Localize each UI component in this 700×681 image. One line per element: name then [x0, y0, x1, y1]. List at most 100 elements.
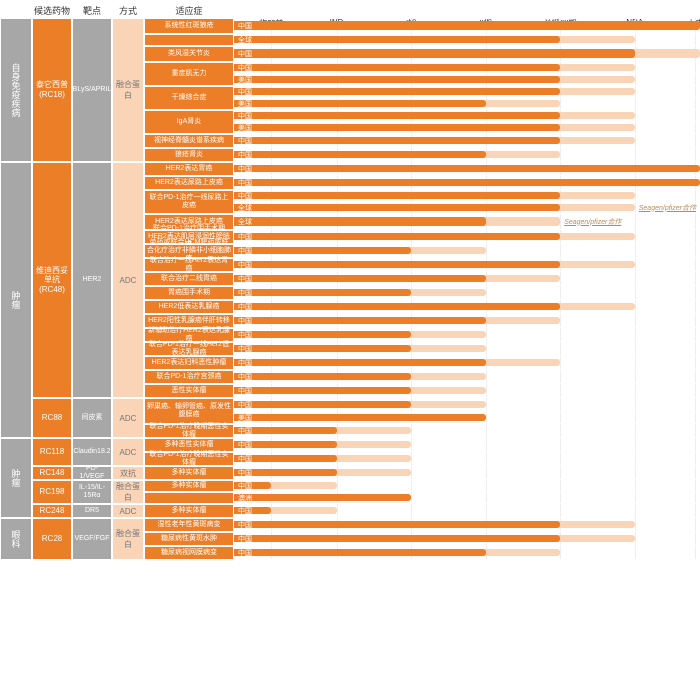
region-label: 全球 [238, 35, 252, 45]
region-label: 中国 [238, 344, 252, 354]
region-label: 中国 [238, 372, 252, 382]
indication-cell: 新辅助治疗HER2表达乳腺癌 [144, 328, 234, 342]
progress-fg [234, 192, 560, 199]
progress-fg [234, 137, 560, 145]
region-label: 中国 [238, 87, 252, 97]
bar-row: 中国 [234, 370, 700, 384]
partner-note: Seagen/pfizer合作 [564, 217, 621, 227]
indication-cell: 视神经脊髓炎谱系疾病 [144, 134, 234, 148]
indication-cell: HER2阳性乳腺癌伴肝转移 [144, 314, 234, 328]
region-label: 美国 [238, 75, 252, 85]
indication-cell: 联合PD-1治疗一线尿路上皮癌 [144, 190, 234, 214]
bar-row: 全球 Seagen/pfizer合作 [234, 202, 700, 214]
drug-cell: RC148 [32, 466, 72, 480]
category-cell: 自身免疫疾病 [0, 18, 32, 162]
region-label: 中国 [238, 111, 252, 121]
bar-row: 全球 Seagen/pfizer合作 [234, 214, 700, 230]
indication-cell: 重症肌无力 [144, 62, 234, 86]
indication-cell: 类风湿关节炎 [144, 46, 234, 62]
bar-row: 中国 [234, 300, 700, 314]
region-label: 中国 [238, 178, 252, 188]
bar-row: 中国 [234, 328, 700, 342]
indication-cell: 联合PD-1治疗晚期恶性实体瘤 [144, 424, 234, 438]
region-label: 中国 [238, 534, 252, 544]
target-cell: VEGF/FGF [72, 518, 112, 560]
indication-cell: 卵巢癌、输卵管癌、原发性腹膜癌 [144, 398, 234, 424]
region-label: 中国 [238, 440, 252, 450]
indication-cell: 联合治疗一线Her2表达胃癌 [144, 258, 234, 272]
region-label: 中国 [238, 454, 252, 464]
indication-cell: 狼疮肾炎 [144, 148, 234, 162]
region-label: 中国 [238, 426, 252, 436]
modality-cell: ADC [112, 162, 144, 398]
indication-cell: 糖尿病视网膜病变 [144, 546, 234, 560]
bar-row: 中国 [234, 62, 700, 74]
bar-row: 中国 [234, 244, 700, 258]
progress-fg [234, 359, 486, 367]
bar-row: 全球 [234, 34, 700, 46]
modality-cell: ADC [112, 438, 144, 466]
bar-row: 中国 [234, 314, 700, 328]
indication-cell: HER2表达尿路上皮癌 [144, 176, 234, 190]
region-label: 中国 [238, 150, 252, 160]
indication-cell: 联合PD-1治疗一线Her2低表达乳腺癌 [144, 342, 234, 356]
target-cell: 间皮素 [72, 398, 112, 438]
region-label: 中国 [238, 481, 252, 491]
pipeline-chart: 候选药物 靶点 方式 适应症 临床前INDI期II期关键/III期NDA上市 自… [0, 0, 700, 560]
progress-fg [234, 49, 635, 58]
progress-fg [234, 289, 411, 297]
progress-fg [234, 112, 560, 119]
region-label: 美国 [238, 123, 252, 133]
region-label: 中国 [238, 260, 252, 270]
progress-fg [234, 100, 486, 107]
region-label: 中国 [238, 302, 252, 312]
target-cell: PD-1/VEGF [72, 466, 112, 480]
bar-row: 中国 [234, 86, 700, 98]
progress-fg [234, 21, 700, 30]
region-label: 全球 [238, 217, 252, 227]
drug-cell: RC28 [32, 518, 72, 560]
bar-row: 中国 [234, 424, 700, 438]
bar-row: 中国 [234, 466, 700, 480]
bar-row: 美国 [234, 122, 700, 134]
progress-fg [234, 494, 411, 501]
indication-cell: IgA肾炎 [144, 110, 234, 134]
col-target: 靶点 [72, 2, 112, 18]
progress-fg [234, 64, 560, 71]
region-label: 全球 [238, 203, 252, 213]
bar-row: 中国 [234, 134, 700, 148]
region-label: 中国 [238, 506, 252, 516]
region-label: 中国 [238, 274, 252, 284]
progress-fg [234, 373, 411, 381]
progress-fg [234, 217, 486, 226]
region-label: 中国 [238, 164, 252, 174]
partner-note: Seagen/pfizer合作 [639, 203, 696, 213]
indication-cell [144, 492, 234, 504]
region-label: 中国 [238, 49, 252, 59]
bar-row: 中国 [234, 46, 700, 62]
category-cell: 肿瘤 [0, 438, 32, 518]
progress-fg [234, 303, 560, 311]
progress-fg [234, 261, 560, 269]
col-drug: 候选药物 [32, 2, 72, 18]
indication-cell: 多种实体瘤 [144, 466, 234, 480]
region-label: 中国 [238, 191, 252, 201]
indication-cell: HER2表达胃癌 [144, 162, 234, 176]
bar-row: 中国 [234, 546, 700, 560]
target-cell: BLyS/APRIL [72, 18, 112, 162]
indication-cell: 多种实体瘤 [144, 504, 234, 518]
bar-row: 中国 [234, 356, 700, 370]
modality-cell: 融合蛋白 [112, 518, 144, 560]
region-label: 中国 [238, 316, 252, 326]
indication-cell: 联合治疗二线胃癌 [144, 272, 234, 286]
progress-fg [234, 233, 560, 241]
indication-cell: 多种恶性实体瘤 [144, 438, 234, 452]
region-label: 美国 [238, 99, 252, 109]
progress-fg [234, 76, 560, 83]
progress-fg [234, 275, 486, 283]
bar-row: 美国 [234, 98, 700, 110]
region-label: 美国 [238, 413, 252, 423]
progress-fg [234, 247, 411, 255]
bar-row: 中国 [234, 452, 700, 466]
progress-fg [234, 88, 560, 95]
